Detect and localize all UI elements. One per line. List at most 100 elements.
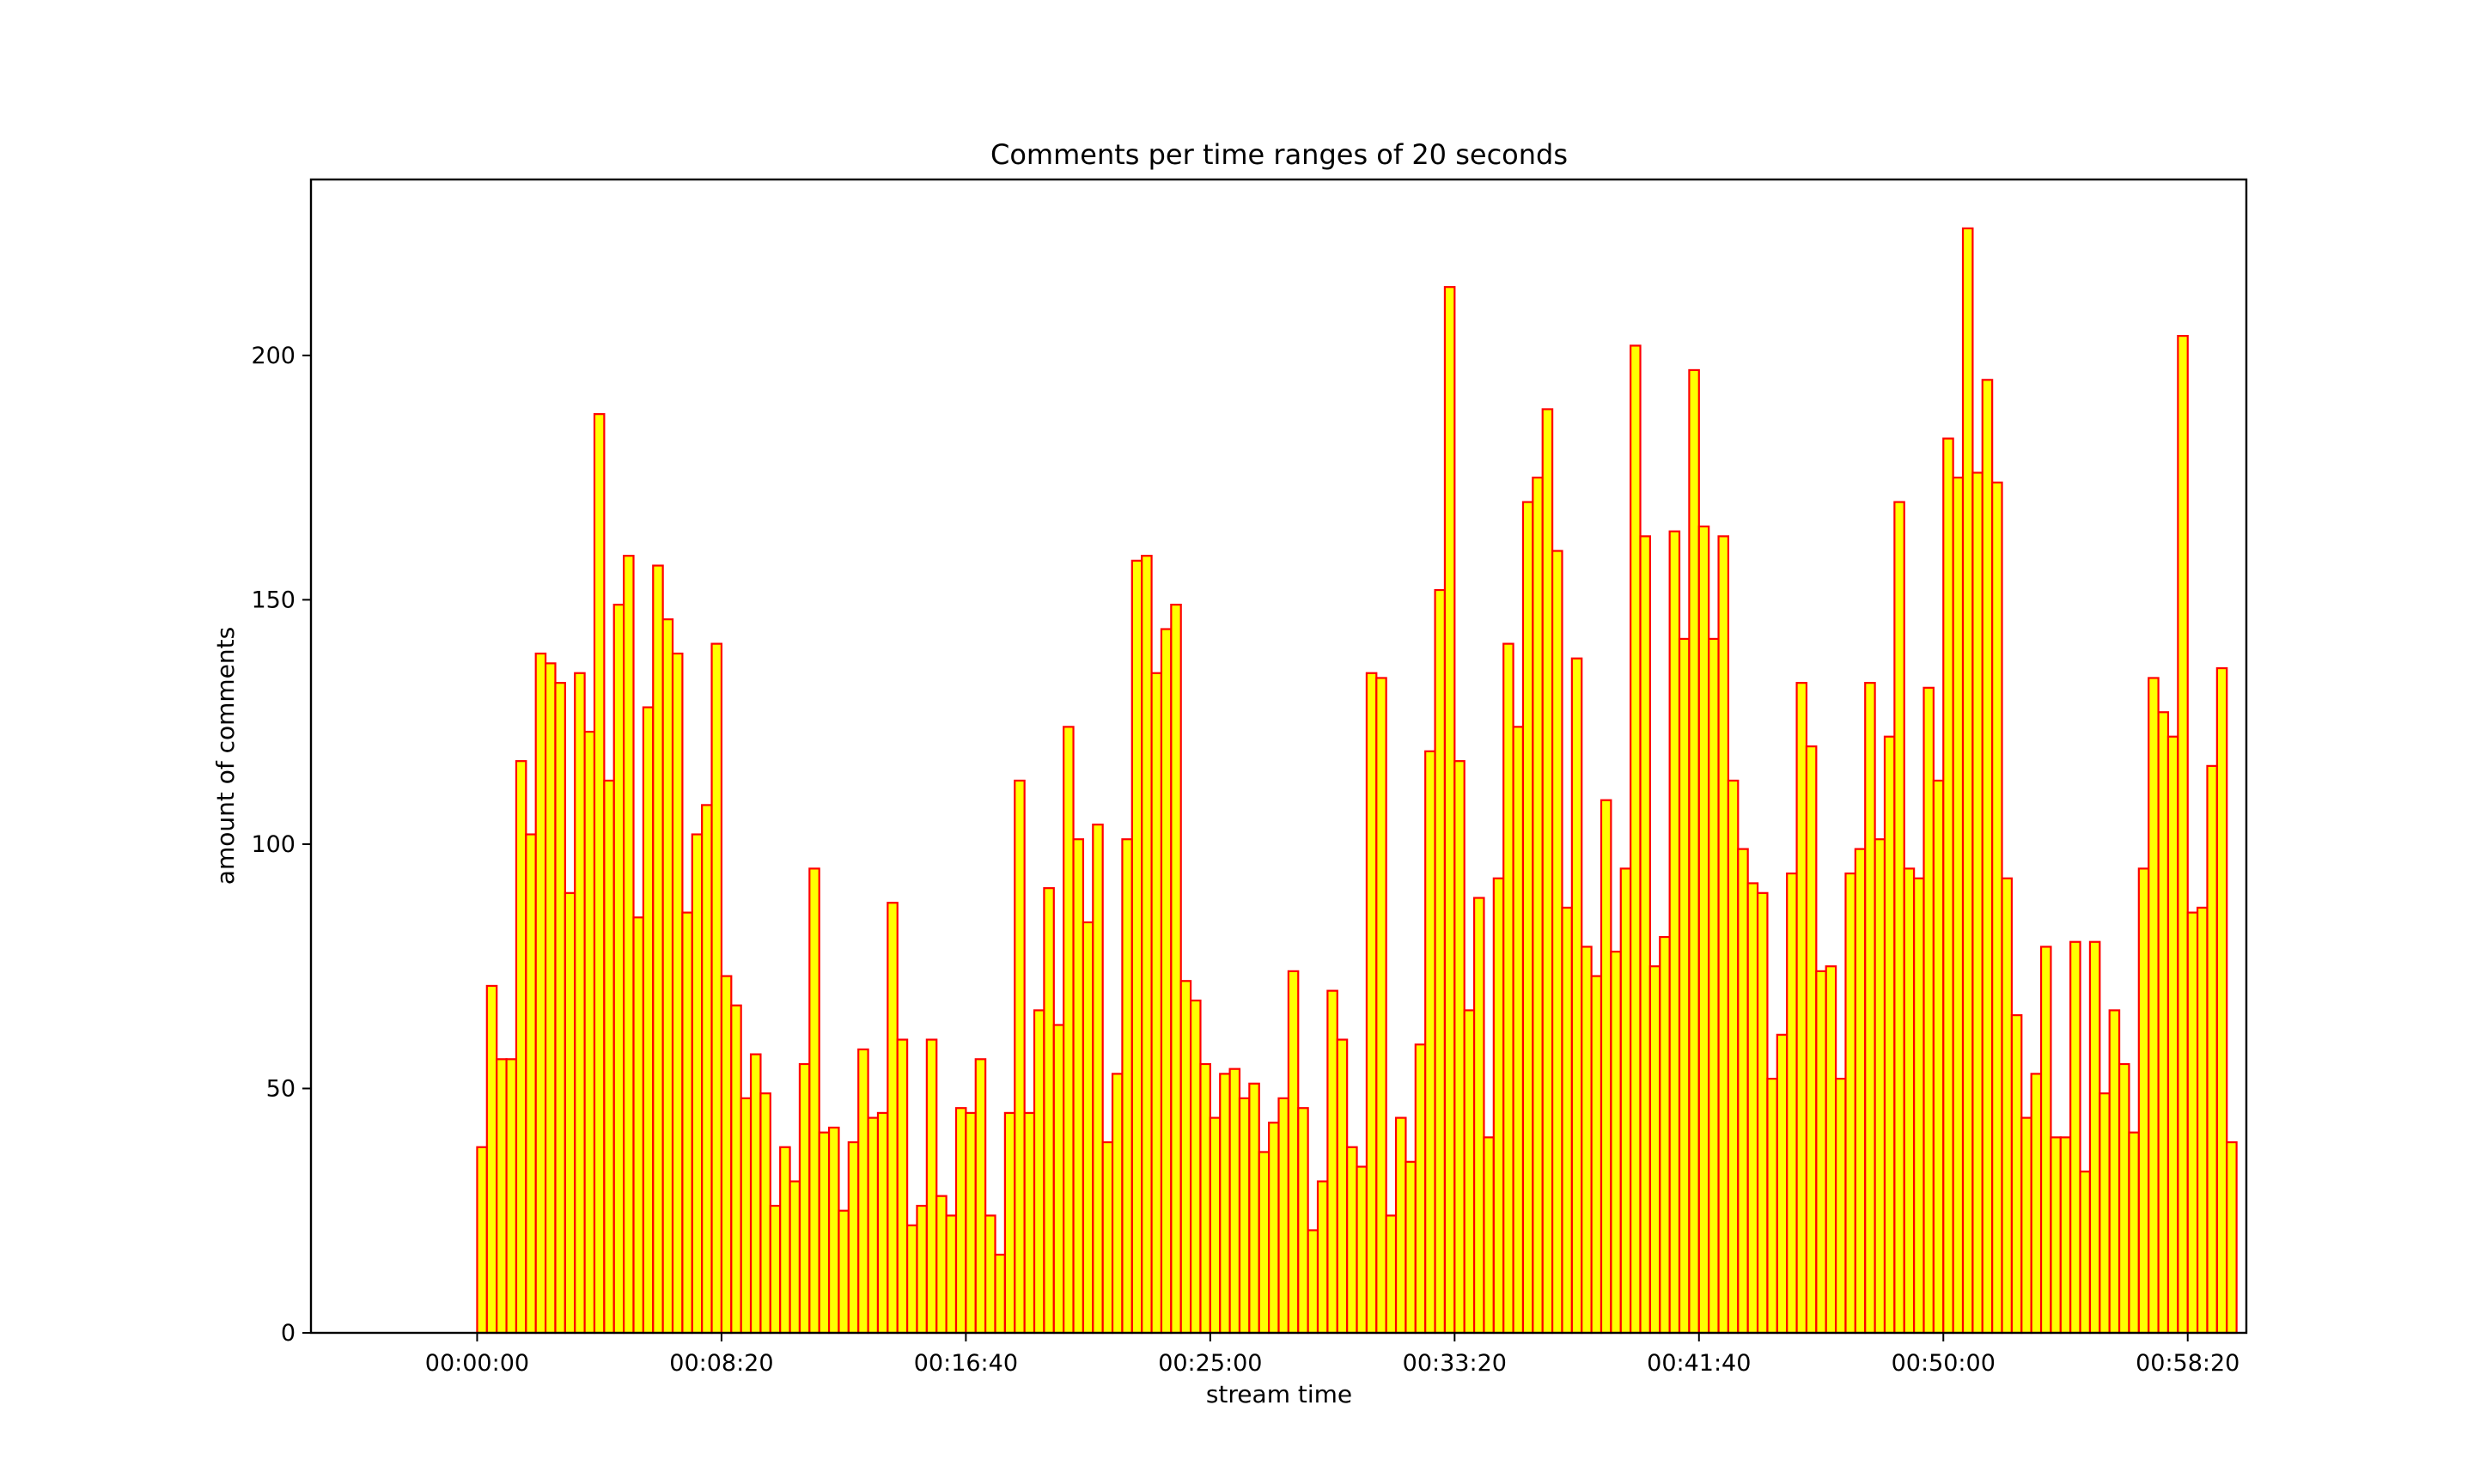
bar-127 [1717,535,1730,1335]
bar-106 [1512,726,1525,1335]
bar-137 [1815,970,1827,1335]
bar-84 [1297,1107,1309,1335]
bar-103 [1483,1136,1495,1335]
bar-54 [1003,1111,1016,1335]
bar-139 [1834,1077,1847,1335]
bar-55 [1014,779,1026,1335]
bar-16 [632,916,644,1335]
bar-9 [564,891,576,1335]
bar-20 [671,652,684,1335]
bar-83 [1287,970,1300,1335]
bar-77 [1228,1067,1241,1335]
bar-79 [1248,1082,1260,1335]
bar-160 [2039,946,2052,1335]
x-tick-label-3: 00:25:00 [1158,1350,1262,1377]
y-axis-ticks: 0 50 100 150 200 [251,343,311,1347]
bar-120 [1648,965,1661,1335]
bar-81 [1268,1122,1280,1335]
bar-161 [2050,1136,2062,1335]
bar-132 [1766,1077,1778,1335]
bar-130 [1746,882,1759,1335]
bar-95 [1405,1160,1417,1335]
bar-150 [1942,437,1954,1335]
bar-26 [730,1004,742,1335]
x-tick-label-7: 00:58:20 [2136,1350,2239,1377]
bar-3 [505,1058,518,1335]
bar-10 [574,672,586,1335]
bar-147 [1913,877,1925,1335]
bar-119 [1639,535,1652,1335]
bar-58 [1043,887,1055,1335]
bar-39 [857,1048,869,1335]
bar-22 [691,833,704,1335]
bar-51 [974,1058,987,1335]
y-tick-label-4: 200 [251,343,296,369]
bar-167 [2108,1009,2121,1335]
bar-29 [759,1092,771,1335]
bar-148 [1923,686,1935,1335]
bar-121 [1659,935,1671,1335]
bar-152 [1961,227,1974,1335]
bar-91 [1365,672,1378,1335]
bar-125 [1697,525,1710,1335]
bar-134 [1786,872,1798,1335]
bar-166 [2099,1092,2111,1335]
bar-99 [1443,286,1456,1335]
bar-85 [1307,1229,1319,1335]
bar-45 [916,1204,928,1335]
bar-67 [1130,559,1143,1335]
bar-118 [1630,344,1642,1335]
bar-165 [2088,940,2101,1335]
y-tick-label-3: 150 [251,587,296,613]
bar-131 [1756,891,1769,1335]
bar-94 [1394,1116,1407,1335]
y-tick-label-0: 0 [281,1320,296,1347]
y-tick-label-1: 50 [266,1075,296,1102]
bar-104 [1492,877,1505,1335]
bar-133 [1776,1033,1788,1335]
bar-117 [1619,867,1632,1335]
bar-82 [1277,1097,1289,1335]
bar-173 [2166,735,2179,1335]
bar-141 [1854,848,1867,1335]
bar-49 [954,1107,967,1335]
bar-114 [1590,975,1603,1335]
bar-124 [1688,368,1700,1335]
bar-41 [876,1111,889,1335]
bar-76 [1219,1073,1231,1335]
bar-60 [1063,726,1075,1335]
x-tick-label-0: 00:00:00 [425,1350,529,1377]
bar-144 [1883,735,1896,1335]
bar-96 [1414,1043,1427,1335]
bar-168 [2118,1062,2130,1335]
bar-87 [1326,989,1338,1335]
bar-101 [1463,1009,1476,1335]
bar-169 [2128,1131,2140,1335]
bar-142 [1864,682,1876,1335]
bar-24 [710,642,723,1335]
y-axis-label: amount of comments [211,627,240,885]
x-tick-label-5: 00:41:40 [1647,1350,1751,1377]
bar-112 [1570,657,1583,1335]
bar-33 [798,1062,811,1335]
bar-6 [534,652,547,1335]
bar-100 [1453,760,1466,1335]
bar-40 [867,1116,880,1335]
bar-174 [2177,335,2189,1335]
bar-2 [496,1058,508,1335]
bar-64 [1101,1140,1114,1335]
bar-19 [661,618,674,1335]
bar-25 [720,975,733,1335]
bar-146 [1903,867,1916,1335]
bar-126 [1708,637,1720,1335]
bar-153 [1971,471,1983,1335]
bar-163 [2069,940,2081,1335]
bar-66 [1121,838,1133,1335]
bar-98 [1434,588,1447,1335]
bar-50 [965,1111,977,1335]
bar-15 [623,555,635,1335]
bar-62 [1082,921,1094,1335]
bar-92 [1375,677,1387,1335]
bar-56 [1023,1111,1036,1335]
